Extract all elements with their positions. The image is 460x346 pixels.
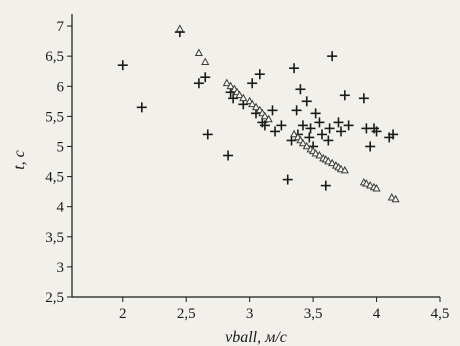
x-tick-label: 4,5	[431, 306, 450, 322]
triangle-point	[362, 179, 371, 187]
plus-point	[223, 150, 234, 161]
triangle-point	[387, 193, 396, 201]
x-tick-label: 4	[373, 306, 381, 322]
plus-point	[202, 129, 213, 140]
plus-point	[291, 105, 302, 116]
plus-point	[254, 69, 265, 80]
plus-point	[358, 93, 369, 104]
plus-point	[316, 129, 327, 140]
y-tick-label: 4	[57, 200, 65, 216]
triangle-point	[264, 114, 273, 123]
triangle-point	[201, 57, 210, 66]
y-tick-label: 5	[57, 139, 65, 155]
x-tick-label: 3,5	[304, 306, 323, 322]
x-axis-label: vball, м/с	[225, 329, 287, 346]
plus-point	[282, 174, 293, 185]
plus-point	[276, 120, 287, 131]
triangle-point	[302, 141, 311, 150]
plus-point	[333, 117, 344, 128]
triangle-point	[251, 102, 261, 111]
plus-point	[136, 102, 147, 113]
plus-point	[247, 78, 258, 89]
plus-point	[320, 180, 331, 191]
plus-point	[336, 126, 347, 137]
plus-point	[310, 108, 321, 119]
triangle-point	[222, 78, 231, 87]
plus-point	[314, 117, 325, 128]
plus-point	[339, 90, 350, 101]
x-tick-label: 2,5	[177, 306, 196, 322]
plus-point	[305, 123, 316, 134]
plus-point	[324, 123, 335, 134]
plus-point	[270, 126, 281, 137]
y-tick-label: 3	[57, 260, 65, 276]
y-tick-label: 4,5	[45, 170, 64, 186]
x-tick-label: 3	[246, 306, 254, 322]
plus-point	[289, 63, 300, 74]
y-tick-label: 6	[57, 79, 65, 95]
triangle-point	[226, 81, 235, 90]
triangle-point	[311, 149, 320, 157]
plus-point	[371, 126, 382, 137]
y-tick-label: 2,5	[45, 290, 64, 306]
triangle-point	[328, 158, 337, 167]
y-tick-label: 5,5	[45, 109, 64, 125]
triangle-point	[175, 24, 184, 32]
plus-point	[267, 105, 278, 116]
triangle-point	[366, 180, 375, 189]
triangle-point	[372, 183, 381, 192]
y-tick-group: 2,5 3 3,5 4 4,5 5 5,5 6 6,5 7	[45, 19, 72, 306]
x-tick-label: 2	[119, 306, 127, 322]
plus-point	[343, 120, 354, 131]
plus-point	[365, 141, 376, 152]
plus-point	[323, 135, 334, 146]
y-tick-label: 6,5	[45, 49, 64, 65]
plus-point	[388, 129, 399, 140]
plus-point	[193, 78, 204, 89]
triangle-point	[391, 194, 400, 203]
triangle-point	[340, 165, 349, 174]
plus-point	[301, 96, 312, 107]
plus-point	[200, 72, 211, 83]
triangle-point	[324, 156, 333, 165]
triangle-point	[298, 138, 308, 147]
y-tick-label: 3,5	[45, 230, 64, 246]
triangle-point	[194, 48, 203, 56]
y-tick-label: 7	[57, 19, 65, 35]
triangle-point	[260, 111, 269, 120]
triangle-point	[289, 129, 299, 138]
triangle-point	[235, 90, 244, 99]
x-tick-group: 2 2,5 3 3,5 4 4,5	[119, 297, 449, 322]
axes	[71, 14, 440, 298]
plus-point	[297, 120, 308, 131]
y-axis-label: t, с	[11, 150, 28, 170]
triangle-point	[248, 99, 257, 108]
triangle-point	[239, 93, 248, 102]
plus-point	[304, 132, 315, 143]
plus-point	[327, 51, 338, 62]
triangle-point	[315, 150, 324, 159]
plus-point	[117, 60, 128, 71]
plus-point	[295, 84, 306, 95]
data-points	[117, 24, 400, 203]
